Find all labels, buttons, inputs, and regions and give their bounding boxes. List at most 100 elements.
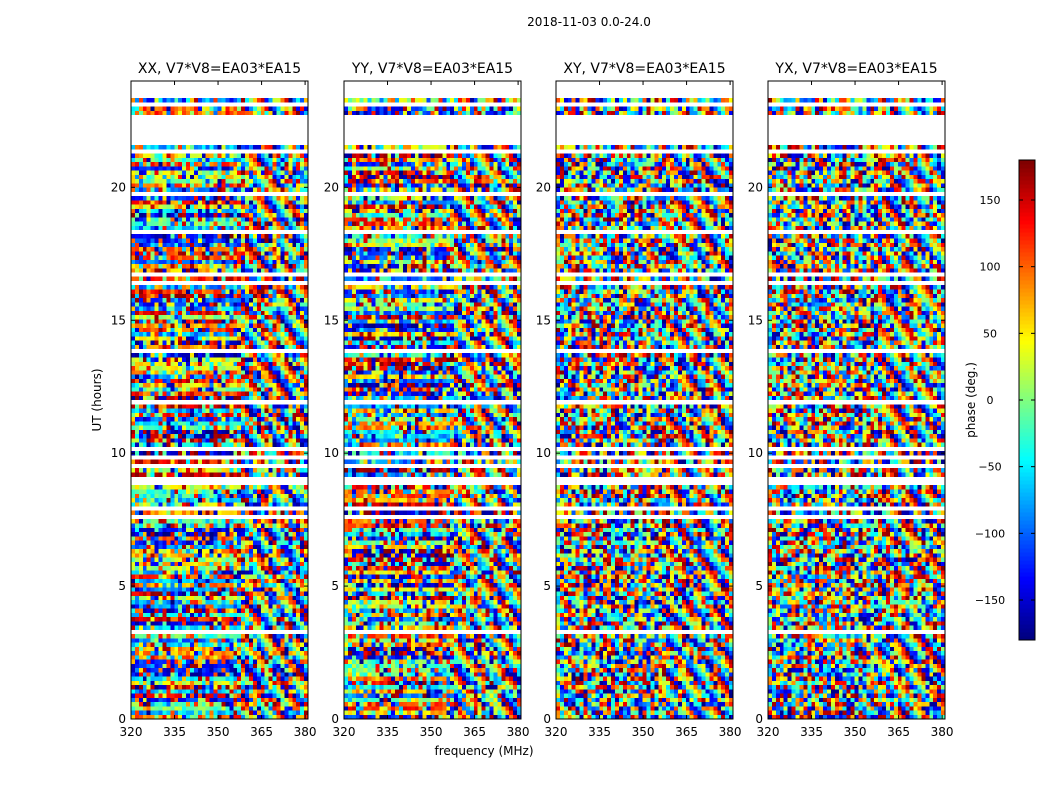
heatmap-cell — [186, 315, 190, 319]
heatmap-cell — [284, 634, 288, 638]
heatmap-cell — [135, 523, 139, 527]
heatmap-cell — [237, 562, 241, 566]
heatmap-cell — [300, 340, 304, 344]
heatmap-cell — [284, 545, 288, 549]
heatmap-cell — [147, 638, 151, 642]
heatmap-cell — [269, 689, 273, 693]
heatmap-cell — [198, 596, 202, 600]
heatmap-cell — [280, 302, 284, 306]
heatmap-cell — [159, 528, 163, 532]
heatmap-cell — [166, 413, 170, 417]
heatmap-cell — [198, 579, 202, 583]
heatmap-cell — [174, 472, 178, 476]
heatmap-cell — [221, 472, 225, 476]
heatmap-cell — [210, 591, 214, 595]
heatmap-cell — [218, 647, 222, 651]
heatmap-cell — [241, 600, 245, 604]
heatmap-cell — [257, 379, 261, 383]
heatmap-cell — [225, 370, 229, 374]
heatmap-cell — [284, 659, 288, 663]
heatmap-cell — [284, 566, 288, 570]
heatmap-cell — [162, 485, 166, 489]
heatmap-cell — [186, 634, 190, 638]
heatmap-cell — [147, 374, 151, 378]
heatmap-cell — [194, 187, 198, 191]
heatmap-cell — [277, 294, 281, 298]
heatmap-cell — [194, 528, 198, 532]
heatmap-cell — [190, 596, 194, 600]
heatmap-cell — [198, 693, 202, 697]
heatmap-cell — [151, 528, 155, 532]
heatmap-cell — [190, 243, 194, 247]
heatmap-cell — [233, 302, 237, 306]
heatmap-cell — [241, 426, 245, 430]
heatmap-cell — [257, 277, 261, 281]
heatmap-cell — [178, 574, 182, 578]
heatmap-cell — [206, 659, 210, 663]
heatmap-cell — [300, 294, 304, 298]
heatmap-cell — [182, 583, 186, 587]
heatmap-cell — [206, 434, 210, 438]
heatmap-cell — [218, 417, 222, 421]
heatmap-cell — [284, 540, 288, 544]
heatmap-cell — [182, 306, 186, 310]
heatmap-cell — [131, 702, 135, 706]
heatmap-cell — [292, 485, 296, 489]
heatmap-cell — [257, 536, 261, 540]
heatmap-cell — [162, 319, 166, 323]
heatmap-cell — [280, 217, 284, 221]
heatmap-cell — [269, 693, 273, 697]
heatmap-cell — [214, 642, 218, 646]
heatmap-cell — [245, 634, 249, 638]
heatmap-cell — [277, 311, 281, 315]
heatmap-cell — [296, 494, 300, 498]
heatmap-cell — [190, 413, 194, 417]
heatmap-cell — [186, 409, 190, 413]
heatmap-cell — [202, 243, 206, 247]
heatmap-cell — [241, 617, 245, 621]
heatmap-cell — [186, 647, 190, 651]
heatmap-cell — [135, 472, 139, 476]
heatmap-cell — [288, 494, 292, 498]
heatmap-cell — [229, 485, 233, 489]
heatmap-cell — [273, 579, 277, 583]
heatmap-cell — [194, 604, 198, 608]
heatmap-cell — [241, 277, 245, 281]
heatmap-cell — [135, 430, 139, 434]
heatmap-cell — [229, 379, 233, 383]
heatmap-cell — [280, 362, 284, 366]
heatmap-cell — [280, 374, 284, 378]
heatmap-cell — [249, 328, 253, 332]
heatmap-cell — [182, 226, 186, 230]
heatmap-cell — [288, 625, 292, 629]
heatmap-cell — [162, 642, 166, 646]
heatmap-cell — [277, 379, 281, 383]
heatmap-cell — [284, 664, 288, 668]
heatmap-cell — [269, 260, 273, 264]
heatmap-cell — [214, 396, 218, 400]
heatmap-cell — [194, 336, 198, 340]
heatmap-cell — [174, 613, 178, 617]
heatmap-cell — [170, 298, 174, 302]
heatmap-cell — [296, 255, 300, 259]
heatmap-cell — [174, 268, 178, 272]
heatmap-cell — [284, 404, 288, 408]
heatmap-cell — [147, 570, 151, 574]
heatmap-cell — [233, 379, 237, 383]
heatmap-cell — [182, 659, 186, 663]
heatmap-cell — [170, 608, 174, 612]
heatmap-cell — [229, 672, 233, 676]
heatmap-cell — [198, 698, 202, 702]
heatmap-cell — [214, 710, 218, 714]
heatmap-cell — [166, 608, 170, 612]
heatmap-cell — [249, 693, 253, 697]
heatmap-cell — [261, 642, 265, 646]
heatmap-cell — [162, 413, 166, 417]
heatmap-cell — [159, 255, 163, 259]
heatmap-cell — [198, 255, 202, 259]
heatmap-cell — [218, 438, 222, 442]
heatmap-cell — [218, 328, 222, 332]
heatmap-cell — [182, 570, 186, 574]
heatmap-cell — [292, 383, 296, 387]
heatmap-cell — [170, 664, 174, 668]
